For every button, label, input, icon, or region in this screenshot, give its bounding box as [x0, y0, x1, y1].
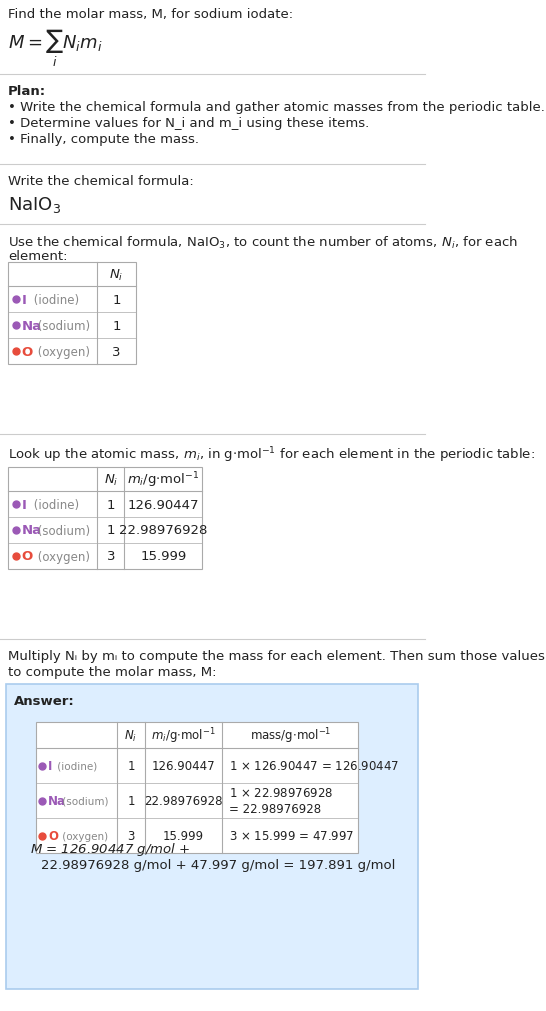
Text: 126.90447: 126.90447 — [128, 498, 199, 511]
Text: I: I — [22, 293, 27, 306]
Text: $N_i$: $N_i$ — [104, 472, 118, 487]
Text: Multiply Nᵢ by mᵢ to compute the mass for each element. Then sum those values: Multiply Nᵢ by mᵢ to compute the mass fo… — [8, 649, 545, 662]
Text: (iodine): (iodine) — [29, 498, 79, 511]
Text: 15.999: 15.999 — [163, 829, 204, 842]
Text: • Finally, compute the mass.: • Finally, compute the mass. — [8, 132, 199, 146]
Text: (sodium): (sodium) — [59, 796, 109, 806]
Text: 126.90447: 126.90447 — [152, 759, 215, 772]
FancyBboxPatch shape — [36, 722, 358, 853]
FancyBboxPatch shape — [6, 684, 418, 989]
Text: • Write the chemical formula and gather atomic masses from the periodic table.: • Write the chemical formula and gather … — [8, 101, 545, 114]
Text: NaIO$_3$: NaIO$_3$ — [8, 195, 61, 214]
Text: Na: Na — [22, 524, 42, 537]
Text: $m_i$/g$\cdot$mol$^{-1}$: $m_i$/g$\cdot$mol$^{-1}$ — [151, 726, 216, 745]
Text: 3: 3 — [127, 829, 135, 842]
Text: • Determine values for N_i and m_i using these items.: • Determine values for N_i and m_i using… — [8, 117, 369, 129]
Text: $m_i$/g$\cdot$mol$^{-1}$: $m_i$/g$\cdot$mol$^{-1}$ — [127, 470, 199, 489]
Text: (iodine): (iodine) — [55, 760, 98, 770]
Text: 1: 1 — [112, 319, 121, 333]
Text: (sodium): (sodium) — [34, 319, 90, 333]
Text: Find the molar mass, M, for sodium iodate:: Find the molar mass, M, for sodium iodat… — [8, 8, 293, 21]
Text: $N_i$: $N_i$ — [124, 728, 138, 743]
Text: O: O — [48, 829, 58, 842]
Text: (sodium): (sodium) — [34, 524, 90, 537]
Text: 15.999: 15.999 — [140, 550, 186, 563]
Text: Na: Na — [48, 795, 66, 807]
Text: 3: 3 — [106, 550, 115, 563]
Text: 3 $\times$ 15.999 = 47.997: 3 $\times$ 15.999 = 47.997 — [229, 829, 354, 842]
Text: 3: 3 — [112, 345, 121, 358]
Text: $N_i$: $N_i$ — [109, 267, 124, 282]
Text: 1: 1 — [112, 293, 121, 306]
Text: 1 $\times$ 126.90447 = 126.90447: 1 $\times$ 126.90447 = 126.90447 — [229, 759, 399, 772]
Text: (oxygen): (oxygen) — [34, 345, 90, 358]
Text: 22.98976928: 22.98976928 — [144, 795, 223, 807]
Text: 1: 1 — [127, 759, 135, 772]
Text: Write the chemical formula:: Write the chemical formula: — [8, 175, 193, 188]
Text: mass/g$\cdot$mol$^{-1}$: mass/g$\cdot$mol$^{-1}$ — [250, 726, 331, 745]
Text: 1: 1 — [106, 498, 115, 511]
FancyBboxPatch shape — [8, 263, 136, 365]
Text: O: O — [22, 550, 33, 563]
Text: I: I — [22, 498, 27, 511]
Text: Look up the atomic mass, $m_i$, in g$\cdot$mol$^{-1}$ for each element in the pe: Look up the atomic mass, $m_i$, in g$\cd… — [8, 445, 535, 464]
Text: 22.98976928 g/mol + 47.997 g/mol = 197.891 g/mol: 22.98976928 g/mol + 47.997 g/mol = 197.8… — [41, 858, 396, 871]
Text: element:: element: — [8, 250, 67, 263]
Text: to compute the molar mass, M:: to compute the molar mass, M: — [8, 665, 216, 678]
Text: I: I — [48, 759, 52, 772]
Text: 1: 1 — [127, 795, 135, 807]
Text: = 22.98976928: = 22.98976928 — [229, 802, 321, 815]
Text: 1: 1 — [106, 524, 115, 537]
Text: $M$ = 126.90447 g/mol +: $M$ = 126.90447 g/mol + — [29, 840, 190, 857]
Text: Answer:: Answer: — [14, 695, 75, 708]
Text: (oxygen): (oxygen) — [59, 831, 108, 841]
Text: Use the chemical formula, NaIO$_3$, to count the number of atoms, $N_i$, for eac: Use the chemical formula, NaIO$_3$, to c… — [8, 235, 518, 251]
Text: (oxygen): (oxygen) — [34, 550, 90, 563]
Text: Plan:: Plan: — [8, 85, 46, 98]
Text: (iodine): (iodine) — [29, 293, 79, 306]
Text: $M = \sum_i N_i m_i$: $M = \sum_i N_i m_i$ — [8, 28, 102, 69]
Text: 22.98976928: 22.98976928 — [119, 524, 207, 537]
Text: O: O — [22, 345, 33, 358]
FancyBboxPatch shape — [8, 467, 202, 569]
Text: Na: Na — [22, 319, 42, 333]
Text: 1 $\times$ 22.98976928: 1 $\times$ 22.98976928 — [229, 787, 333, 800]
